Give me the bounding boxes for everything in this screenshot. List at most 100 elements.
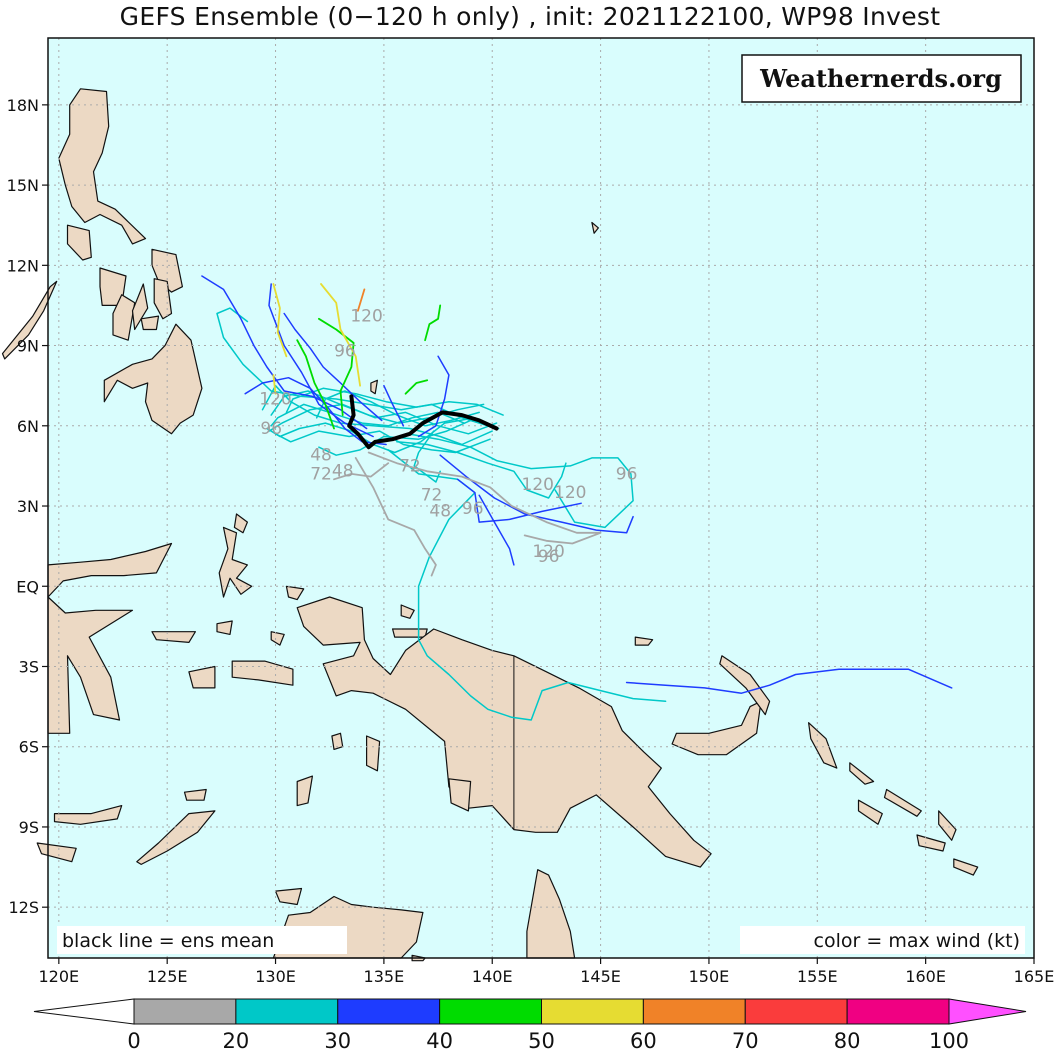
land-sumba (36, 842, 77, 863)
member-track-5 (285, 387, 504, 416)
land-makira (953, 858, 979, 876)
member-track-13 (406, 433, 634, 529)
forecast-hour-label-11: 120 (522, 475, 554, 495)
colorbar-label-0: 0 (127, 1029, 140, 1053)
land-misool (270, 631, 285, 646)
colorbar-under-arrow (33, 998, 135, 1025)
lat-tick-label--12: 12S (8, 898, 39, 917)
land-malaita (938, 810, 957, 841)
lat-tick-label-6: 6N (17, 417, 39, 436)
lat-tick-label-15: 15N (7, 176, 39, 195)
land-new-britain (671, 700, 762, 756)
max-wind-note: color = max wind (kt) (814, 930, 1020, 952)
land-choiseul (849, 762, 875, 785)
colorbar-bin-50-60 (541, 998, 644, 1025)
land-panay (99, 267, 127, 306)
member-track-18 (417, 355, 450, 438)
credit-box-frame (741, 54, 1022, 103)
land-morotai (233, 513, 248, 534)
credit-box: Weathernerds.org (741, 54, 1022, 103)
colorbar-label-50: 50 (528, 1029, 555, 1053)
lat-tick-label--9: 9S (19, 818, 39, 837)
member-track-24 (296, 339, 335, 430)
land-new-georgia (857, 799, 883, 825)
forecast-hour-label-7: 72 (399, 456, 421, 476)
lon-tick-label-160: 160E (905, 967, 946, 986)
lon-tick-label-150: 150E (689, 967, 730, 986)
credit-text: Weathernerds.org (759, 64, 1002, 93)
forecast-hour-label-13: 96 (616, 464, 638, 484)
forecast-hour-label-5: 72 (310, 464, 332, 484)
member-track-14 (201, 275, 368, 430)
colorbar-label-70: 70 (732, 1029, 759, 1053)
land-timor (136, 810, 216, 866)
land-new-ireland (719, 655, 771, 716)
land-seram (231, 660, 294, 686)
land-luzon (58, 88, 147, 245)
member-track-15 (268, 283, 374, 438)
member-track-17 (283, 312, 383, 422)
member-track-22 (478, 494, 515, 566)
forecast-hour-label-6: 48 (332, 462, 354, 482)
member-track-26 (404, 379, 429, 395)
member-track-23 (625, 668, 953, 694)
ens-mean-note: black line = ens mean (62, 930, 274, 952)
member-track-7 (270, 403, 465, 427)
member-track-2 (261, 384, 493, 446)
forecast-hour-label-15: 96 (538, 547, 560, 567)
note-right-bg (740, 926, 1025, 954)
land-sulawesi-body (47, 596, 134, 734)
member-track-30 (272, 374, 277, 395)
map-frame (47, 37, 1035, 959)
member-track-6 (274, 430, 491, 454)
forecast-hour-label-14: 120 (532, 542, 564, 562)
forecast-hour-label-12: 120 (554, 483, 586, 503)
map-title: GEFS Ensemble (0−120 h only) , init: 202… (119, 2, 941, 31)
forecast-hour-label-1: 96 (334, 341, 356, 361)
lat-tick-label-3: 3N (17, 497, 39, 516)
land-aru (366, 735, 381, 772)
lon-tick-label-135: 135E (364, 967, 405, 986)
member-track-28 (272, 283, 288, 358)
lat-tick-label-9: 9N (17, 337, 39, 356)
land-obi (216, 620, 233, 636)
forecast-hour-label-8: 72 (421, 486, 443, 506)
ens-mean-track (347, 394, 499, 450)
colorbar-label-100: 100 (929, 1029, 969, 1053)
land-negros (112, 294, 136, 341)
land-new-guinea (296, 596, 712, 868)
lon-tick-label-125: 125E (147, 967, 188, 986)
lat-tick-label-18: 18N (7, 96, 39, 115)
lon-tick-label-155: 155E (797, 967, 838, 986)
member-track-12 (396, 441, 567, 499)
lon-tick-label-130: 130E (255, 967, 296, 986)
note-right-box: color = max wind (kt) (740, 926, 1025, 954)
axis-layer: 120E 125E 130E 135E 140E 145E 150E 155E 160E 165E… (7, 96, 1055, 986)
colorbar-label-40: 40 (426, 1029, 453, 1053)
colorbar-bin-20-30 (235, 998, 339, 1025)
forecast-hour-label-3: 120 (259, 389, 291, 409)
land-palau (370, 379, 378, 395)
land-halmahera (218, 526, 253, 598)
land-waigeo (285, 585, 305, 601)
lat-tick-label--3: 3S (19, 657, 39, 676)
land-cape-york (526, 869, 576, 959)
forecast-hour-label-0: 120 (350, 306, 382, 326)
colorbar-label-60: 60 (630, 1029, 657, 1053)
land-sulawesi-north (47, 542, 173, 598)
note-left-box: black line = ens mean (57, 926, 347, 954)
forecast-hour-label-9: 48 (429, 502, 451, 522)
lon-tick-label-165: 165E (1014, 967, 1055, 986)
land-cebu (131, 283, 149, 331)
land-santa-isabel (883, 788, 922, 817)
colorbar-bin-0-20 (133, 998, 237, 1025)
member-track-10 (413, 430, 441, 483)
member-track-9 (315, 390, 480, 427)
colorbar: 0 20 30 40 50 60 70 80 100 (33, 998, 1027, 1053)
colorbar-bin-30-40 (337, 998, 441, 1025)
colorbar-label-80: 80 (834, 1029, 861, 1053)
note-left-bg (57, 926, 347, 954)
land-yamdena (296, 775, 313, 807)
